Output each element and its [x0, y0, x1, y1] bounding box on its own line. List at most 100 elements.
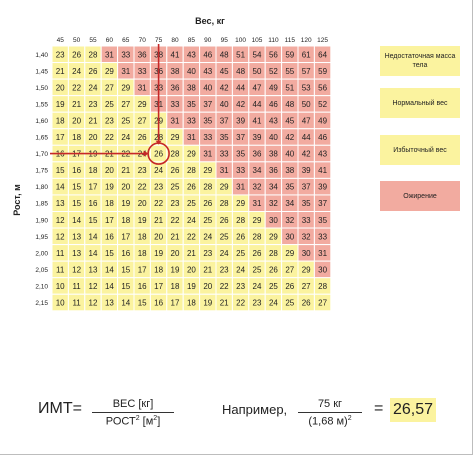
cell-value-label: 20 [56, 83, 65, 92]
cell-value-label: 19 [105, 183, 114, 192]
cell-value-label: 27 [138, 116, 147, 125]
cell-value-label: 17 [56, 133, 65, 142]
cell-value-label: 25 [253, 265, 262, 274]
cell-value-label: 39 [253, 133, 262, 142]
cell-value-label: 29 [203, 166, 212, 175]
cell-value-label: 23 [138, 166, 147, 175]
cell-value-label: 31 [187, 133, 196, 142]
cell-value-label: 23 [171, 199, 180, 208]
cell-value-label: 30 [318, 265, 327, 274]
cell-value-label: 29 [187, 150, 196, 159]
cell-value-label: 24 [187, 216, 196, 225]
cell-value-label: 17 [121, 232, 130, 241]
cell-value-label: 56 [318, 83, 327, 92]
cell-value-label: 38 [269, 150, 278, 159]
cell-value-label: 26 [253, 249, 262, 258]
cell-value-label: 21 [154, 216, 163, 225]
cell-value-label: 14 [89, 249, 98, 258]
cell-value-label: 39 [302, 166, 311, 175]
cell-value-label: 25 [220, 232, 229, 241]
cell-value-label: 33 [220, 150, 229, 159]
cell-value-label: 14 [72, 216, 81, 225]
cell-value-label: 31 [203, 150, 212, 159]
cell-value-label: 27 [121, 100, 130, 109]
x-tick-label: 120 [301, 37, 312, 44]
y-tick-label: 1,90 [35, 217, 48, 224]
cell-value-label: 48 [236, 67, 245, 76]
cell-value-label: 51 [285, 83, 294, 92]
cell-value-label: 24 [253, 282, 262, 291]
cell-value-label: 18 [138, 232, 147, 241]
cell-value-label: 28 [269, 249, 278, 258]
cell-value-label: 32 [269, 199, 278, 208]
cell-value-label: 30 [302, 249, 311, 258]
cell-value-label: 50 [253, 67, 262, 76]
cell-value-label: 22 [105, 133, 114, 142]
cell-value-label: 34 [269, 183, 278, 192]
cell-value-label: 24 [154, 166, 163, 175]
cell-value-label: 57 [302, 67, 311, 76]
cell-value-label: 21 [203, 265, 212, 274]
x-tick-label: 80 [171, 37, 179, 44]
cell-value-label: 43 [269, 116, 278, 125]
marker-horizontal-arrow [143, 150, 149, 157]
cell-value-label: 26 [203, 199, 212, 208]
cell-value-label: 14 [105, 282, 114, 291]
cell-value-label: 33 [138, 67, 147, 76]
x-tick-label: 85 [188, 37, 196, 44]
cell-value-label: 40 [269, 133, 278, 142]
cell-value-label: 24 [220, 249, 229, 258]
cell-value-label: 28 [89, 50, 98, 59]
cell-value-label: 20 [105, 166, 114, 175]
cell-value-label: 22 [187, 232, 196, 241]
cell-value-label: 18 [171, 282, 180, 291]
cell-value-label: 28 [236, 216, 245, 225]
example-denominator: (1,68 м)2 [308, 415, 352, 428]
formula-numerator: ВЕС [кг] [112, 398, 154, 410]
x-tick-label: 45 [57, 37, 65, 44]
cell-value-label: 16 [121, 249, 130, 258]
cell-value-label: 42 [236, 100, 245, 109]
y-tick-label: 1,85 [35, 201, 48, 208]
cell-value-label: 49 [269, 83, 278, 92]
cell-value-label: 10 [56, 282, 65, 291]
cell-value-label: 35 [285, 183, 294, 192]
example-numerator: 75 кг [317, 398, 343, 410]
cell-value-label: 18 [89, 166, 98, 175]
cell-value-label: 22 [72, 83, 81, 92]
cell-value-label: 19 [56, 100, 65, 109]
cell-value-label: 20 [89, 133, 98, 142]
cell-value-label: 23 [154, 183, 163, 192]
y-tick-label: 2,00 [35, 250, 48, 257]
cell-value-label: 27 [285, 265, 294, 274]
x-tick-label: 115 [285, 37, 296, 44]
legend-underweight-label: Недостаточная масса тела [384, 53, 456, 69]
cell-value-label: 26 [236, 232, 245, 241]
cell-value-label: 24 [203, 232, 212, 241]
cell-value-label: 40 [220, 100, 229, 109]
cell-value-label: 29 [269, 232, 278, 241]
cell-value-label: 16 [154, 299, 163, 308]
cell-value-label: 44 [236, 83, 245, 92]
cell-value-label: 19 [203, 299, 212, 308]
cell-value-label: 26 [269, 265, 278, 274]
marker-ring [147, 142, 170, 165]
cell-value-label: 42 [220, 83, 229, 92]
cell-value-label: 25 [236, 249, 245, 258]
cell-value-label: 24 [121, 133, 130, 142]
cell-value-label: 59 [318, 67, 327, 76]
example-equals: = [374, 400, 384, 417]
cell-value-label: 19 [187, 282, 196, 291]
x-tick-label: 100 [235, 37, 246, 44]
y-tick-label: 1,40 [35, 52, 48, 59]
cell-value-label: 20 [154, 232, 163, 241]
cell-value-label: 15 [138, 299, 147, 308]
x-tick-label: 105 [252, 37, 263, 44]
cell-value-label: 48 [220, 50, 229, 59]
cell-value-label: 40 [285, 150, 294, 159]
legend-obesity-label: Ожирение [403, 192, 437, 200]
cell-value-label: 31 [253, 199, 262, 208]
cell-value-label: 28 [318, 282, 327, 291]
cell-value-label: 37 [236, 133, 245, 142]
